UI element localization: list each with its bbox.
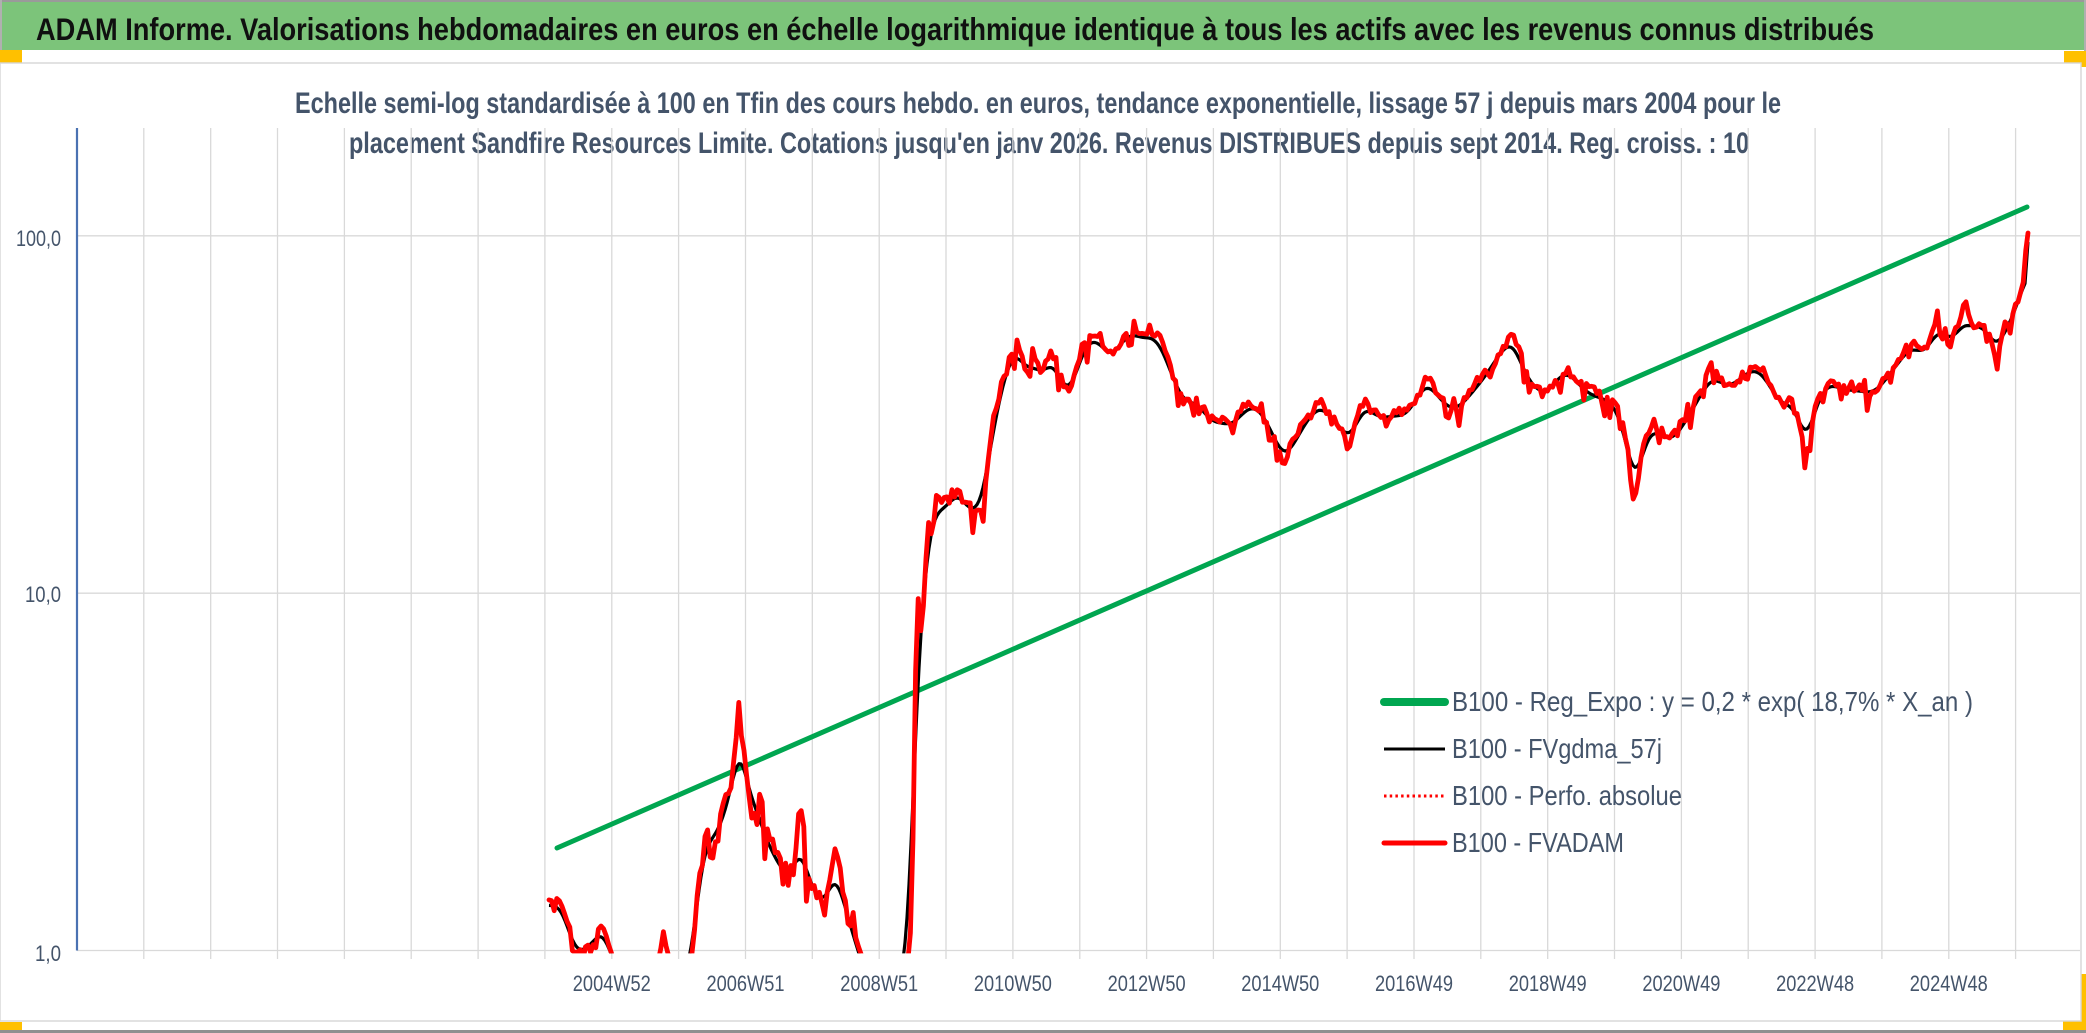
svg-text:100,0: 100,0 [16, 226, 61, 251]
svg-text:ADAM Informe. Valorisations he: ADAM Informe. Valorisations hebdomadaire… [36, 11, 1874, 47]
svg-text:B100 - FVADAM: B100 - FVADAM [1452, 827, 1624, 858]
svg-text:2010W50: 2010W50 [974, 971, 1052, 996]
svg-text:2016W49: 2016W49 [1375, 971, 1453, 996]
svg-text:2006W51: 2006W51 [707, 971, 785, 996]
svg-text:2014W50: 2014W50 [1241, 971, 1319, 996]
svg-text:B100 - Reg_Expo : y = 0,2 * ex: B100 - Reg_Expo : y = 0,2 * exp( 18,7% *… [1452, 686, 1973, 717]
svg-text:2018W49: 2018W49 [1509, 971, 1587, 996]
svg-text:2024W48: 2024W48 [1910, 971, 1988, 996]
svg-text:2012W50: 2012W50 [1108, 971, 1186, 996]
svg-text:2022W48: 2022W48 [1776, 971, 1854, 996]
svg-text:B100 - FVgdma_57j: B100 - FVgdma_57j [1452, 733, 1662, 764]
svg-text:2008W51: 2008W51 [840, 971, 918, 996]
svg-text:10,0: 10,0 [25, 582, 61, 607]
svg-text:2020W49: 2020W49 [1642, 971, 1720, 996]
svg-text:B100 - Perfo. absolue: B100 - Perfo. absolue [1452, 780, 1682, 811]
svg-text:1,0: 1,0 [35, 941, 61, 966]
svg-text:2004W52: 2004W52 [573, 971, 651, 996]
svg-text:placement Sandfire Resources L: placement Sandfire Resources Limite. Cot… [349, 127, 1749, 160]
svg-text:Echelle semi-log standardisée: Echelle semi-log standardisée à 100 en T… [295, 87, 1781, 120]
